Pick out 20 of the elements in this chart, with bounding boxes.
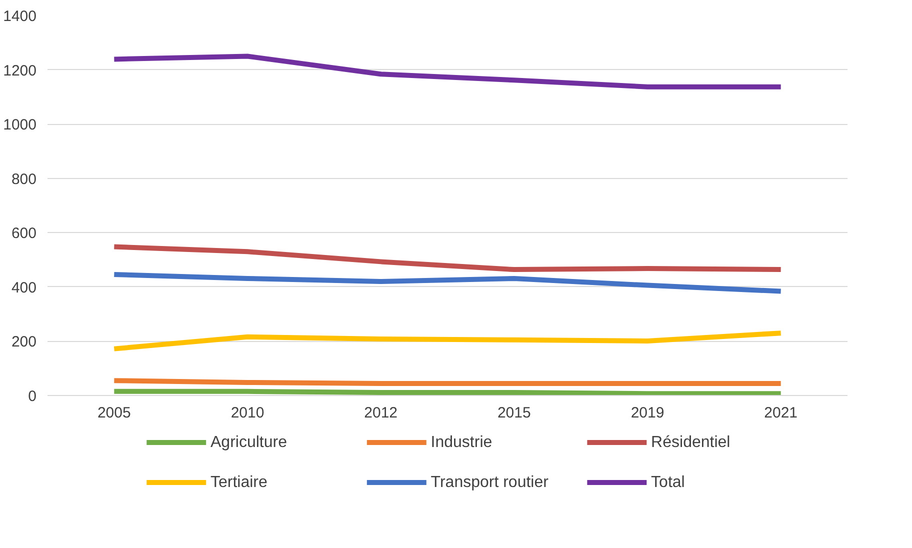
legend-label: Agriculture	[210, 434, 288, 451]
legend-label: Tertiaire	[210, 474, 268, 491]
x-tick-label: 2015	[497, 404, 531, 422]
x-tick-label: 2012	[364, 404, 398, 422]
x-tick-label: 2019	[630, 404, 664, 422]
y-tick-label: 400	[11, 279, 37, 296]
y-tick-label: 0	[28, 388, 36, 405]
legend-label: Industrie	[430, 434, 492, 451]
legend-label: Résidentiel	[651, 434, 730, 451]
legend-label: Transport routier	[430, 474, 550, 491]
x-tick-label: 2005	[97, 404, 131, 422]
x-tick-label: 2010	[230, 404, 264, 422]
y-tick-label: 1000	[3, 116, 37, 134]
y-tick-label: 600	[11, 225, 37, 242]
x-tick-label: 2021	[764, 404, 798, 422]
legend-label: Total	[651, 474, 685, 491]
y-tick-label: 800	[11, 170, 37, 188]
y-tick-label: 1200	[3, 62, 37, 80]
y-tick-label: 200	[11, 334, 37, 351]
y-tick-label: 1400	[3, 8, 37, 25]
